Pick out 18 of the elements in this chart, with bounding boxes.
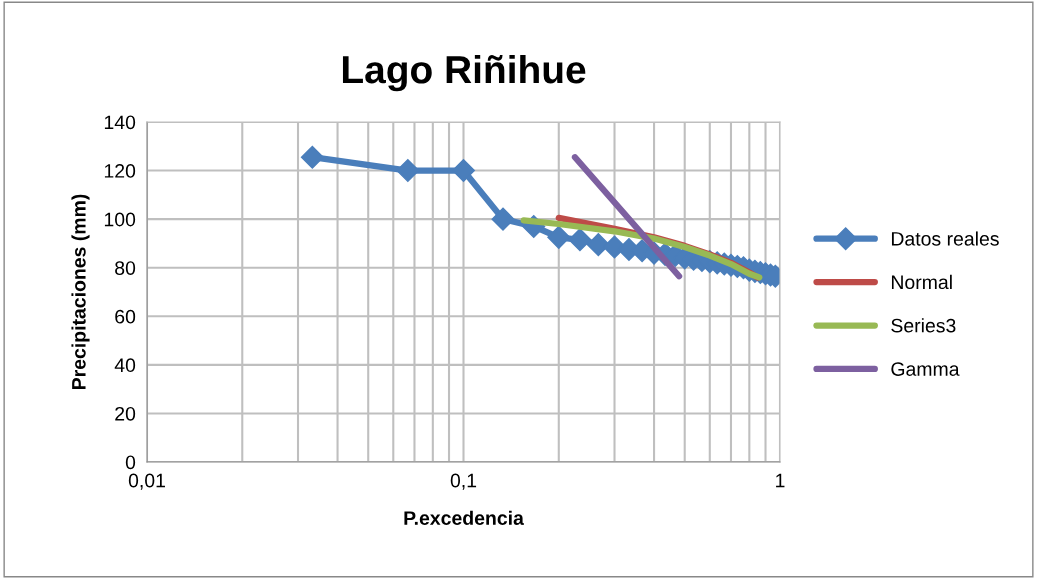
y-tick-label: 40 (114, 358, 136, 373)
y-tick-label: 20 (115, 406, 136, 421)
legend-label: Datos reales (891, 231, 999, 246)
y-tick-label: 0 (125, 455, 136, 470)
legend-label: Normal (891, 274, 952, 290)
legend-label: Series3 (891, 318, 956, 333)
y-axis-title: Precipitaciones (mm) (71, 194, 90, 390)
y-tick-label: 140 (104, 115, 136, 130)
y-tick-label: 100 (104, 212, 136, 227)
x-tick-label: 0,01 (128, 473, 165, 490)
y-tick-label: 80 (115, 261, 136, 275)
x-tick-label: 1 (776, 473, 785, 488)
chart-title: Lago Riñihue (342, 54, 586, 92)
x-tick-label: 0,1 (450, 473, 477, 490)
y-tick-label: 120 (104, 164, 136, 178)
x-axis-title: P.excedencia (404, 510, 524, 525)
y-tick-label: 60 (115, 309, 136, 324)
legend-label: Gamma (891, 362, 960, 376)
